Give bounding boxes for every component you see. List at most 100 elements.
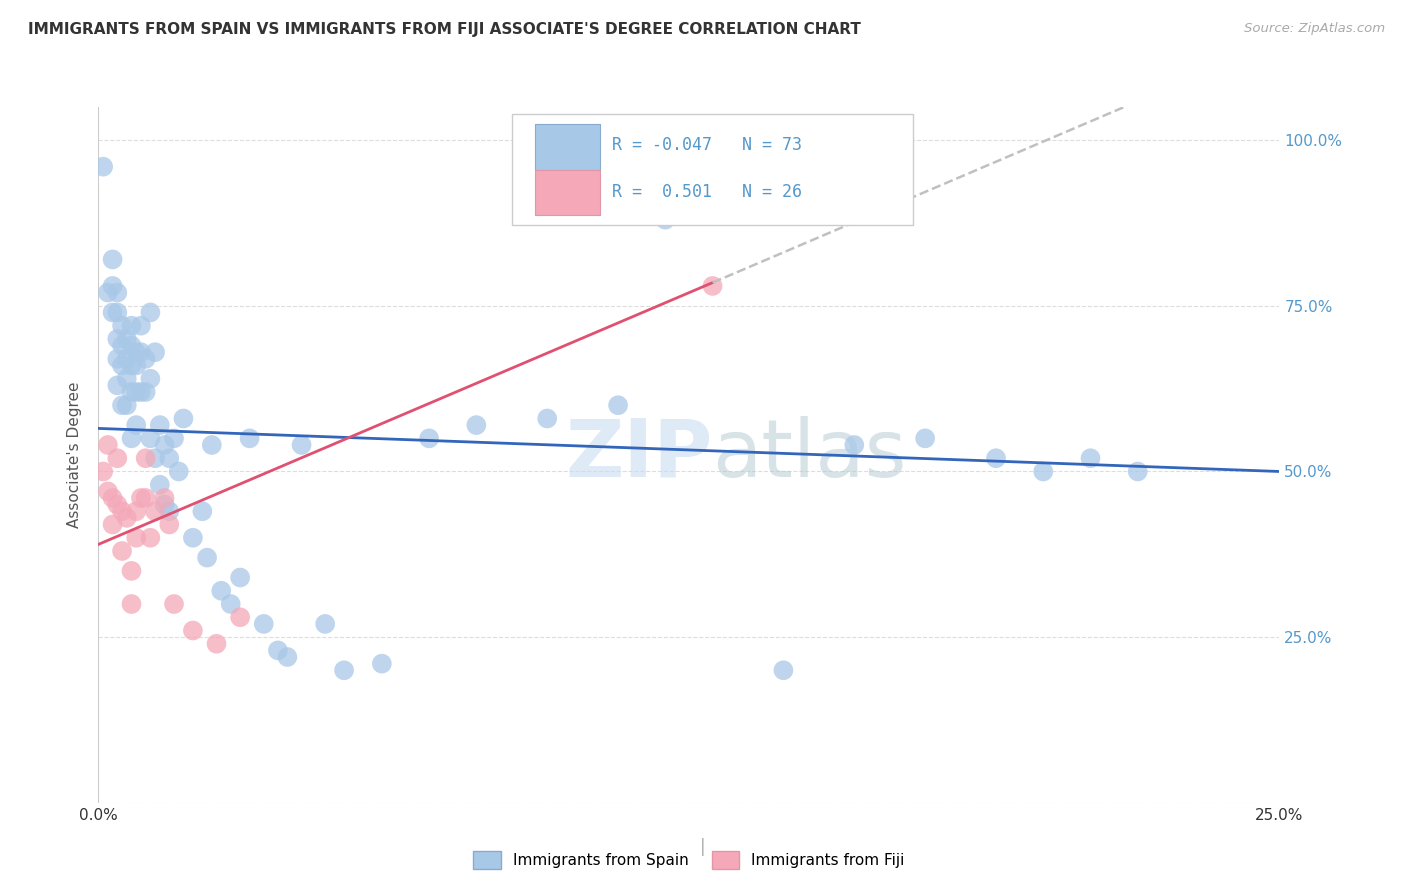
Text: IMMIGRANTS FROM SPAIN VS IMMIGRANTS FROM FIJI ASSOCIATE'S DEGREE CORRELATION CHA: IMMIGRANTS FROM SPAIN VS IMMIGRANTS FROM… xyxy=(28,22,860,37)
Point xyxy=(607,398,630,412)
Point xyxy=(129,318,152,333)
Point xyxy=(143,345,166,359)
FancyBboxPatch shape xyxy=(536,125,600,169)
Point xyxy=(465,418,488,433)
Y-axis label: Associate's Degree: Associate's Degree xyxy=(67,382,83,528)
Point xyxy=(167,465,190,479)
Point xyxy=(772,663,794,677)
Point xyxy=(143,451,166,466)
Point xyxy=(101,517,124,532)
Point xyxy=(205,637,228,651)
Point xyxy=(135,384,157,399)
Point xyxy=(157,517,180,532)
Point xyxy=(97,484,120,499)
Point xyxy=(129,345,152,359)
Point xyxy=(125,531,148,545)
Point xyxy=(105,451,128,466)
Point xyxy=(111,338,134,352)
Point xyxy=(135,351,157,366)
Point xyxy=(149,418,172,433)
Point xyxy=(115,398,138,412)
Point xyxy=(157,504,180,518)
Point xyxy=(121,597,143,611)
Point xyxy=(172,411,194,425)
Point xyxy=(111,504,134,518)
Point xyxy=(143,504,166,518)
Point xyxy=(163,431,186,445)
Point xyxy=(371,657,394,671)
Point xyxy=(91,465,114,479)
Point xyxy=(229,610,252,624)
Point xyxy=(314,616,336,631)
Point xyxy=(702,279,724,293)
Point xyxy=(125,504,148,518)
Point xyxy=(139,305,162,319)
Point xyxy=(1080,451,1102,466)
Point xyxy=(105,498,128,512)
Point xyxy=(115,372,138,386)
FancyBboxPatch shape xyxy=(536,169,600,215)
Text: Source: ZipAtlas.com: Source: ZipAtlas.com xyxy=(1244,22,1385,36)
Point xyxy=(97,438,120,452)
Point xyxy=(139,531,162,545)
Point xyxy=(111,318,134,333)
Point xyxy=(239,431,262,445)
Point xyxy=(111,359,134,373)
Point xyxy=(984,451,1007,466)
Point xyxy=(101,305,124,319)
Point xyxy=(914,431,936,445)
Point xyxy=(121,564,143,578)
Point xyxy=(201,438,224,452)
Point xyxy=(163,597,186,611)
Text: |: | xyxy=(700,838,706,855)
Point xyxy=(125,384,148,399)
Text: R =  0.501   N = 26: R = 0.501 N = 26 xyxy=(612,183,803,201)
Point xyxy=(153,498,176,512)
Point xyxy=(157,451,180,466)
Text: atlas: atlas xyxy=(713,416,907,494)
Point xyxy=(101,252,124,267)
Point xyxy=(333,663,356,677)
Point xyxy=(267,643,290,657)
Point xyxy=(121,338,143,352)
Point xyxy=(121,431,143,445)
Legend: Immigrants from Spain, Immigrants from Fiji: Immigrants from Spain, Immigrants from F… xyxy=(467,846,911,875)
Point xyxy=(111,544,134,558)
Point xyxy=(276,650,298,665)
Point xyxy=(153,438,176,452)
Point xyxy=(125,359,148,373)
Point xyxy=(844,438,866,452)
Point xyxy=(195,550,218,565)
Point xyxy=(129,384,152,399)
Point xyxy=(105,305,128,319)
Point xyxy=(105,332,128,346)
Point xyxy=(135,451,157,466)
Point xyxy=(139,372,162,386)
Point xyxy=(181,531,204,545)
Point xyxy=(153,491,176,505)
Point xyxy=(101,491,124,505)
Point xyxy=(135,491,157,505)
Point xyxy=(129,491,152,505)
Point xyxy=(121,359,143,373)
Point xyxy=(121,318,143,333)
Point xyxy=(105,378,128,392)
Point xyxy=(125,345,148,359)
Point xyxy=(654,212,676,227)
Point xyxy=(115,351,138,366)
Point xyxy=(105,351,128,366)
Point xyxy=(149,477,172,491)
Point xyxy=(91,160,114,174)
Point xyxy=(97,285,120,300)
Text: ZIP: ZIP xyxy=(565,416,713,494)
Point xyxy=(111,398,134,412)
Point xyxy=(209,583,232,598)
Text: R = -0.047   N = 73: R = -0.047 N = 73 xyxy=(612,136,803,154)
Point xyxy=(253,616,276,631)
Point xyxy=(1032,465,1054,479)
Point xyxy=(121,384,143,399)
FancyBboxPatch shape xyxy=(512,114,914,226)
Point xyxy=(219,597,242,611)
Point xyxy=(101,279,124,293)
Point xyxy=(1126,465,1149,479)
